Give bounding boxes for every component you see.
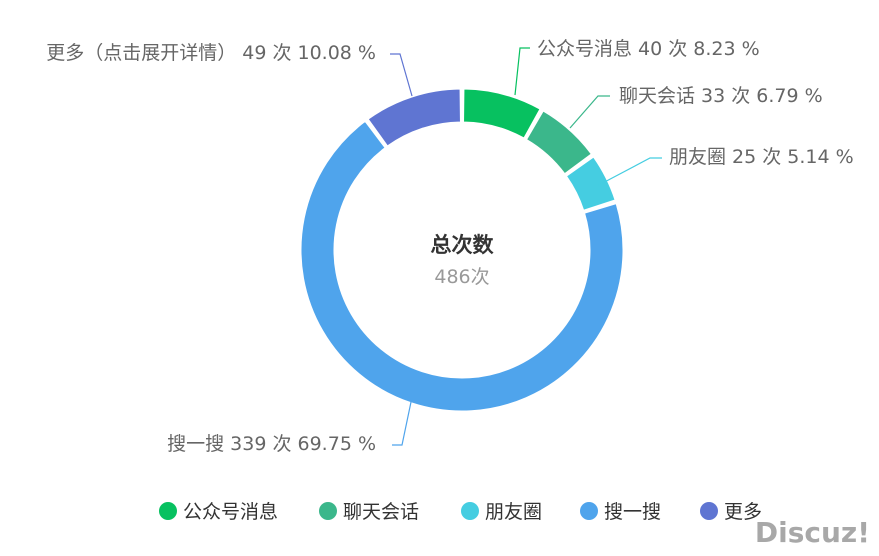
- leader-line-3: [392, 401, 412, 446]
- legend-marker-1[interactable]: [319, 502, 337, 520]
- legend: 公众号消息 聊天会话 朋友圈 搜一搜 更多: [159, 501, 762, 523]
- legend-label-0[interactable]: 公众号消息: [183, 501, 278, 523]
- legend-marker-2[interactable]: [461, 502, 479, 520]
- center-title: 总次数: [431, 233, 495, 257]
- donut-slice-2[interactable]: [566, 156, 616, 211]
- leader-line-2: [596, 157, 662, 187]
- center-subtitle: 486次: [434, 266, 489, 288]
- slice-label-1[interactable]: 聊天会话 33 次 6.79 %: [619, 85, 823, 107]
- slice-labels: 公众号消息 40 次 8.23 % 聊天会话 33 次 6.79 % 朋友圈 25 …: [46, 38, 854, 455]
- leader-line-4: [390, 53, 413, 97]
- slice-label-0[interactable]: 公众号消息 40 次 8.23 %: [537, 38, 760, 60]
- watermark-logo: Discuz!: [755, 516, 870, 549]
- donut-slices: [300, 88, 624, 412]
- donut-slice-1[interactable]: [526, 110, 592, 175]
- legend-marker-0[interactable]: [159, 502, 177, 520]
- legend-label-1[interactable]: 聊天会话: [343, 501, 419, 523]
- legend-label-3[interactable]: 搜一搜: [604, 501, 661, 523]
- legend-marker-3[interactable]: [580, 502, 598, 520]
- donut-slice-4[interactable]: [367, 88, 461, 147]
- donut-slice-0[interactable]: [463, 88, 541, 139]
- leader-line-0: [514, 47, 530, 96]
- slice-label-2[interactable]: 朋友圈 25 次 5.14 %: [669, 146, 854, 168]
- donut-slice-3[interactable]: [300, 120, 624, 412]
- slice-label-4[interactable]: 更多（点击展开详情） 49 次 10.08 %: [46, 42, 376, 64]
- legend-label-4[interactable]: 更多: [724, 501, 762, 523]
- legend-label-2[interactable]: 朋友圈: [485, 501, 542, 523]
- leader-line-1: [569, 95, 610, 129]
- label-leader-lines: [390, 47, 662, 446]
- slice-label-3[interactable]: 搜一搜 339 次 69.75 %: [167, 433, 376, 455]
- legend-marker-4[interactable]: [700, 502, 718, 520]
